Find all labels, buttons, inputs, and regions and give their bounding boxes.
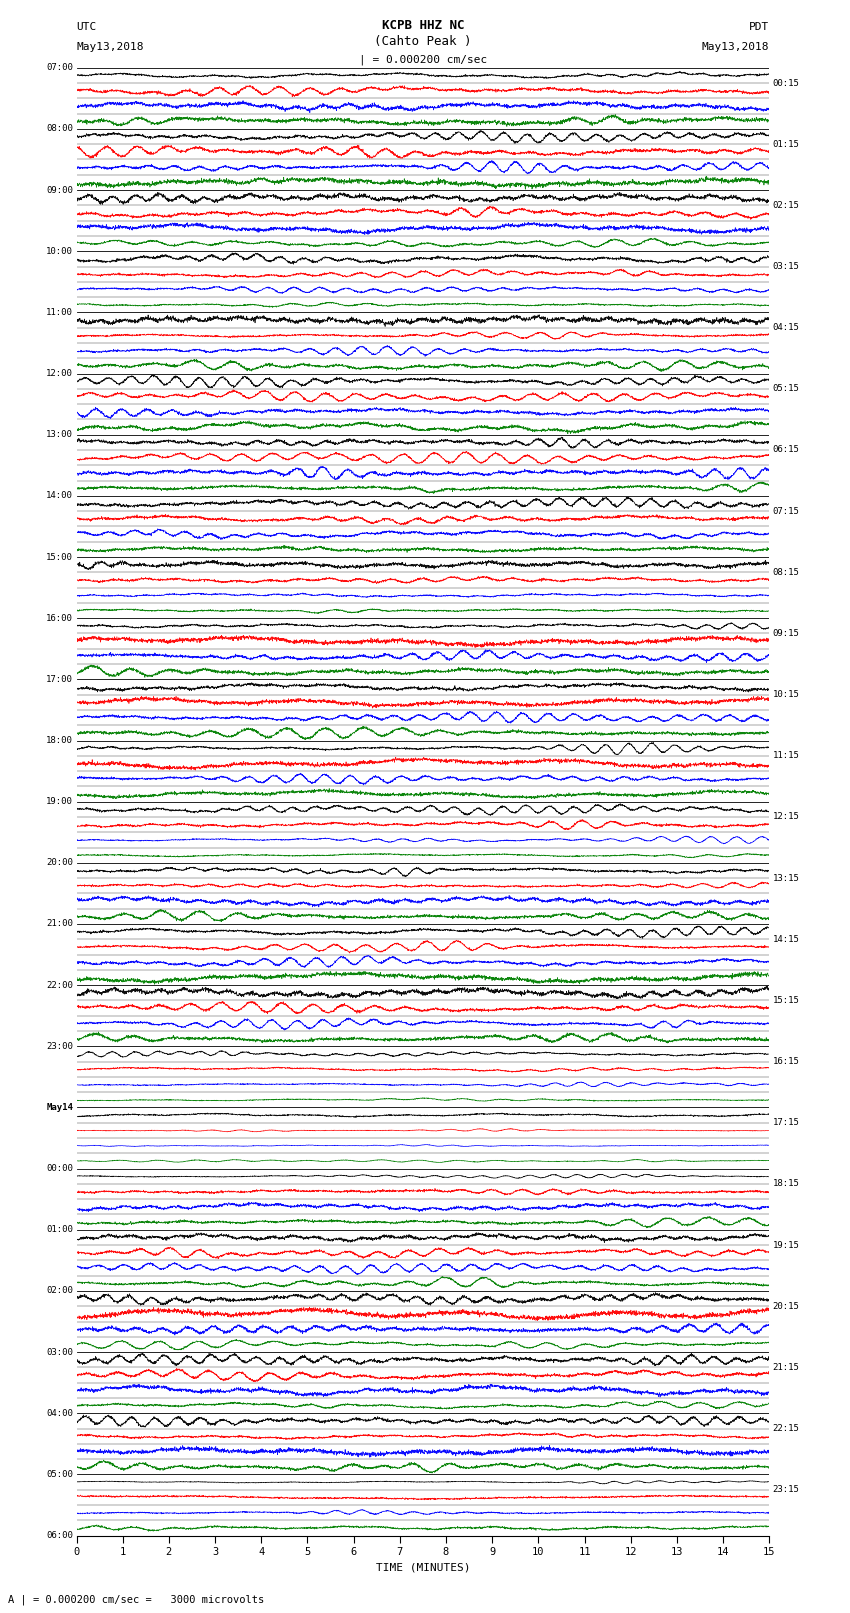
Text: 03:00: 03:00 [46,1347,73,1357]
Text: 09:15: 09:15 [773,629,800,639]
Text: May13,2018: May13,2018 [76,42,144,52]
Text: 07:15: 07:15 [773,506,800,516]
Text: May13,2018: May13,2018 [702,42,769,52]
Text: 15:15: 15:15 [773,995,800,1005]
Text: May14: May14 [46,1103,73,1111]
Text: 14:00: 14:00 [46,492,73,500]
Text: 23:00: 23:00 [46,1042,73,1050]
Text: 06:00: 06:00 [46,1531,73,1540]
Text: 11:15: 11:15 [773,752,800,760]
Text: 20:00: 20:00 [46,858,73,868]
Text: 05:15: 05:15 [773,384,800,394]
Text: 17:15: 17:15 [773,1118,800,1127]
Text: 12:15: 12:15 [773,813,800,821]
Text: 10:00: 10:00 [46,247,73,256]
Text: 13:00: 13:00 [46,431,73,439]
Text: 03:15: 03:15 [773,261,800,271]
Text: 04:00: 04:00 [46,1408,73,1418]
Text: A | = 0.000200 cm/sec =   3000 microvolts: A | = 0.000200 cm/sec = 3000 microvolts [8,1594,264,1605]
Text: UTC: UTC [76,23,97,32]
Text: 15:00: 15:00 [46,553,73,561]
Text: 16:00: 16:00 [46,613,73,623]
Text: 13:15: 13:15 [773,874,800,882]
Text: 10:15: 10:15 [773,690,800,698]
Text: 22:15: 22:15 [773,1424,800,1432]
Text: 00:15: 00:15 [773,79,800,87]
Text: 21:00: 21:00 [46,919,73,929]
X-axis label: TIME (MINUTES): TIME (MINUTES) [376,1563,470,1573]
Text: 02:15: 02:15 [773,202,800,210]
Text: 14:15: 14:15 [773,936,800,944]
Text: 06:15: 06:15 [773,445,800,455]
Text: 01:00: 01:00 [46,1226,73,1234]
Text: 12:00: 12:00 [46,369,73,377]
Text: 00:00: 00:00 [46,1165,73,1173]
Text: 20:15: 20:15 [773,1302,800,1311]
Text: KCPB HHZ NC: KCPB HHZ NC [382,19,464,32]
Text: 02:00: 02:00 [46,1287,73,1295]
Text: 05:00: 05:00 [46,1469,73,1479]
Text: | = 0.000200 cm/sec: | = 0.000200 cm/sec [359,53,487,65]
Text: 08:00: 08:00 [46,124,73,134]
Text: 04:15: 04:15 [773,323,800,332]
Text: 22:00: 22:00 [46,981,73,990]
Text: 11:00: 11:00 [46,308,73,316]
Text: 23:15: 23:15 [773,1486,800,1494]
Text: 08:15: 08:15 [773,568,800,577]
Text: (Cahto Peak ): (Cahto Peak ) [374,35,472,48]
Text: 07:00: 07:00 [46,63,73,73]
Text: PDT: PDT [749,23,769,32]
Text: 19:15: 19:15 [773,1240,800,1250]
Text: 19:00: 19:00 [46,797,73,806]
Text: 16:15: 16:15 [773,1057,800,1066]
Text: 18:00: 18:00 [46,736,73,745]
Text: 18:15: 18:15 [773,1179,800,1189]
Text: 17:00: 17:00 [46,674,73,684]
Text: 09:00: 09:00 [46,185,73,195]
Text: 21:15: 21:15 [773,1363,800,1373]
Text: 01:15: 01:15 [773,140,800,148]
